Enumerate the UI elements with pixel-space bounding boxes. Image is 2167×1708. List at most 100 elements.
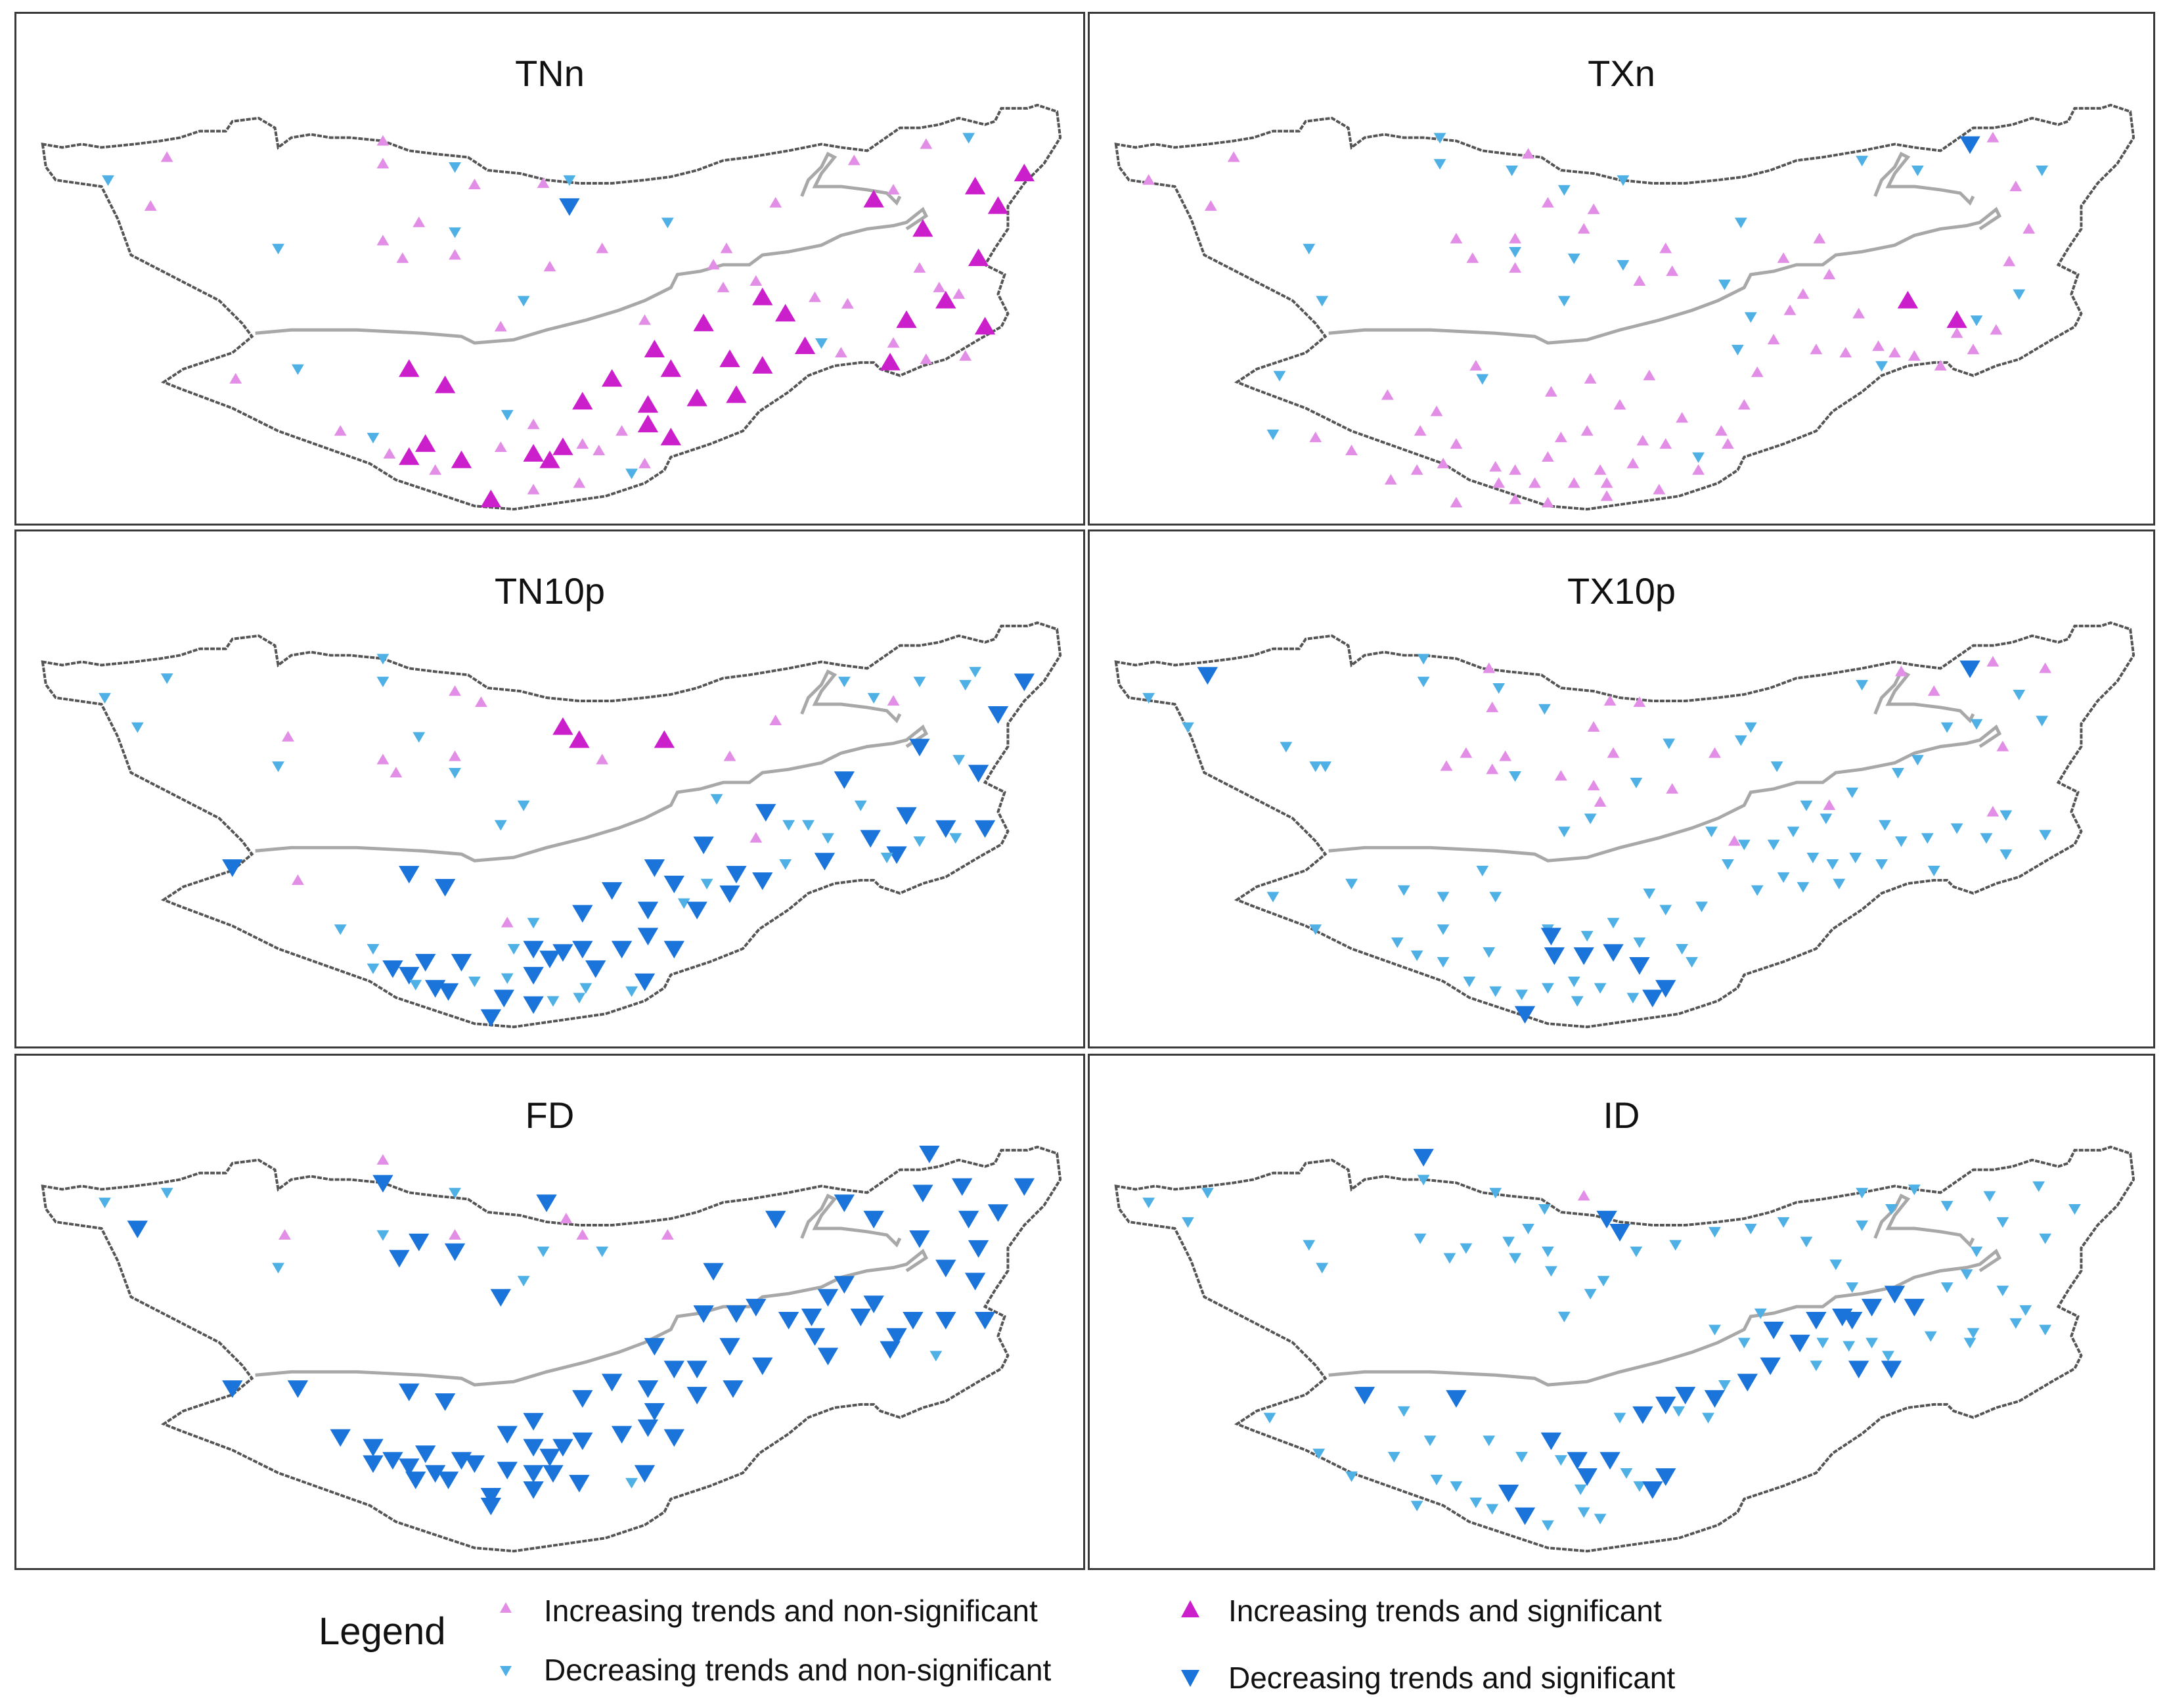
station-decreasing-marker	[1433, 159, 1446, 170]
station-increasing-marker	[1554, 770, 1567, 781]
station-decreasing-marker	[1820, 813, 1833, 824]
station-increasing-marker	[527, 483, 540, 495]
station-decreasing-significant-marker	[1354, 1387, 1375, 1405]
station-decreasing-marker	[1963, 1337, 1977, 1349]
station-decreasing-marker	[579, 983, 592, 994]
station-decreasing-marker	[1387, 1452, 1400, 1463]
station-decreasing-significant-marker	[686, 1360, 707, 1379]
station-decreasing-significant-marker	[382, 960, 403, 978]
station-decreasing-significant-marker	[634, 1465, 656, 1483]
station-decreasing-marker	[1843, 1341, 1856, 1352]
station-decreasing-marker	[1999, 810, 2013, 821]
station-decreasing-significant-marker	[637, 1419, 659, 1437]
station-increasing-marker	[1950, 327, 1963, 338]
station-increasing-marker	[1659, 242, 1672, 254]
station-decreasing-significant-marker	[804, 1328, 826, 1346]
station-increasing-marker	[887, 337, 900, 348]
station-decreasing-marker	[1567, 976, 1580, 987]
station-increasing-marker	[229, 372, 242, 384]
station-increasing-marker	[834, 347, 847, 358]
station-increasing-marker	[1345, 444, 1358, 456]
station-increasing-marker	[537, 177, 550, 189]
station-decreasing-significant-marker	[663, 875, 684, 893]
panel-tn10p: TN10p	[14, 529, 1085, 1048]
station-increasing-marker	[1600, 490, 1613, 501]
station-increasing-marker	[1666, 265, 1679, 277]
station-increasing-significant-marker	[974, 317, 996, 335]
station-increasing-marker	[2003, 256, 2016, 267]
station-decreasing-marker	[838, 677, 851, 688]
station-increasing-marker	[573, 477, 586, 488]
station-decreasing-marker	[1731, 344, 1744, 355]
large-magenta-triangle-up-icon	[1181, 1600, 1199, 1617]
station-increasing-significant-marker	[644, 340, 665, 357]
station-decreasing-marker	[1201, 1188, 1214, 1199]
station-decreasing-significant-marker	[424, 979, 446, 998]
station-decreasing-significant-marker	[987, 706, 1009, 724]
station-decreasing-marker	[563, 175, 576, 186]
station-increasing-marker	[920, 353, 933, 365]
station-decreasing-significant-marker	[399, 1383, 420, 1401]
station-decreasing-significant-marker	[693, 1305, 714, 1323]
station-decreasing-significant-marker	[1642, 989, 1663, 1008]
station-decreasing-significant-marker	[480, 1009, 502, 1027]
station-increasing-marker	[1888, 347, 1901, 358]
station-increasing-marker	[396, 252, 409, 263]
station-decreasing-marker	[1417, 677, 1430, 688]
map-outline	[1114, 103, 2135, 511]
station-increasing-marker	[2009, 181, 2022, 192]
station-decreasing-significant-marker	[637, 928, 659, 946]
station-decreasing-marker	[517, 800, 530, 811]
station-decreasing-marker	[1312, 1449, 1326, 1460]
station-decreasing-marker	[1737, 840, 1751, 851]
station-decreasing-marker	[1940, 722, 1954, 733]
panel-txn: TXn	[1088, 12, 2155, 526]
station-decreasing-significant-marker	[909, 738, 930, 757]
station-decreasing-significant-marker	[480, 1487, 502, 1506]
station-decreasing-marker	[1280, 742, 1293, 753]
station-decreasing-significant-marker	[1540, 928, 1562, 946]
region-boundary	[800, 669, 902, 723]
station-decreasing-significant-marker	[663, 941, 684, 959]
station-decreasing-significant-marker	[935, 1259, 956, 1278]
station-decreasing-marker	[376, 654, 390, 665]
map-svg	[41, 621, 1062, 1029]
station-decreasing-marker	[494, 820, 507, 831]
station-decreasing-marker	[1557, 1311, 1571, 1322]
station-decreasing-marker	[1806, 853, 1820, 864]
station-decreasing-marker	[1692, 452, 1705, 463]
station-decreasing-marker	[1800, 800, 1813, 811]
station-decreasing-marker	[1522, 1223, 1534, 1234]
station-decreasing-significant-marker	[634, 973, 656, 991]
station-increasing-marker	[1813, 233, 1826, 244]
station-increasing-significant-marker	[399, 359, 420, 377]
station-increasing-marker	[1895, 665, 1908, 677]
station-increasing-significant-marker	[863, 189, 884, 208]
station-increasing-marker	[1486, 702, 1499, 713]
station-decreasing-significant-marker	[363, 1455, 384, 1473]
station-decreasing-marker	[1580, 931, 1594, 942]
station-decreasing-significant-marker	[1737, 1374, 1758, 1392]
station-decreasing-marker	[1770, 761, 1783, 773]
station-increasing-marker	[1613, 399, 1626, 410]
station-increasing-marker	[576, 438, 589, 449]
station-decreasing-marker	[1597, 1276, 1610, 1287]
station-decreasing-significant-marker	[703, 1263, 724, 1281]
station-increasing-marker	[769, 714, 782, 725]
station-increasing-significant-marker	[794, 336, 816, 354]
station-decreasing-marker	[1417, 654, 1430, 665]
station-decreasing-marker	[959, 680, 972, 691]
station-increasing-marker	[1529, 477, 1541, 488]
station-decreasing-marker	[677, 898, 690, 909]
station-increasing-marker	[1384, 474, 1397, 485]
legend-item-decreasing-nonsignificant: Decreasing trends and non-significant	[486, 1650, 1051, 1690]
station-decreasing-significant-marker	[719, 885, 740, 903]
station-decreasing-marker	[1463, 976, 1476, 987]
station-decreasing-marker	[449, 162, 461, 173]
station-decreasing-marker	[596, 1246, 609, 1257]
station-increasing-significant-marker	[752, 287, 773, 305]
station-increasing-marker	[2022, 223, 2036, 234]
station-decreasing-significant-marker	[523, 966, 544, 985]
map-svg	[41, 103, 1062, 511]
station-increasing-marker	[1797, 288, 1810, 299]
